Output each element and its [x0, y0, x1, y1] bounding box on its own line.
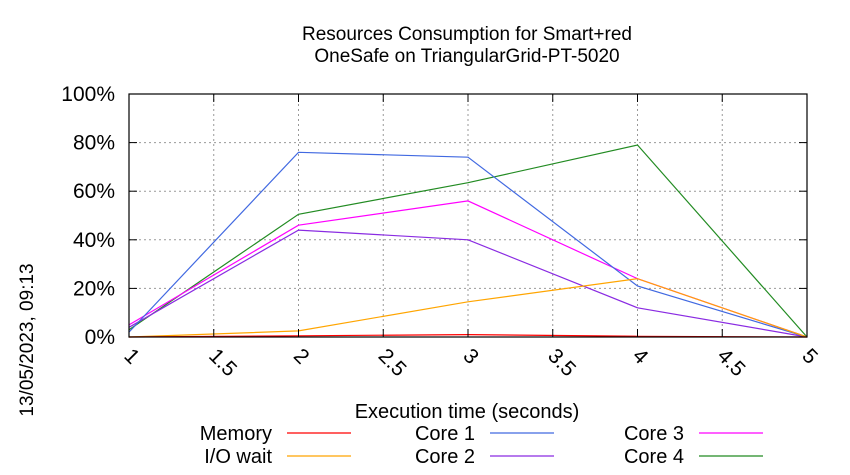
chart-grid	[129, 94, 807, 337]
y-tick-label: 60%	[73, 180, 115, 203]
chart-title-line-1: Resources Consumption for Smart+red	[302, 24, 632, 45]
legend-label-i-o-wait: I/O wait	[204, 446, 272, 468]
legend-label-core-1: Core 1	[415, 423, 475, 445]
y-axis-ticks: 0% 20% 40% 60% 80% 100%	[61, 83, 807, 349]
series-line-i-o-wait	[128, 278, 808, 338]
legend-label-memory: Memory	[200, 423, 272, 445]
y-tick-label: 0%	[85, 326, 115, 349]
x-tick-label: 3	[458, 344, 483, 369]
y-tick-label: 40%	[73, 229, 115, 252]
series-line-core-1	[128, 151, 808, 338]
timestamp-label: 13/05/2023, 09:13	[17, 263, 38, 416]
chart-series	[128, 144, 808, 338]
x-tick-label: 1.5	[204, 344, 241, 381]
y-tick-label: 100%	[61, 83, 115, 106]
legend-label-core-2: Core 2	[415, 446, 475, 468]
series-line-core-4	[128, 144, 808, 338]
x-axis-label: Execution time (seconds)	[355, 401, 580, 423]
chart-title-line-2: OneSafe on TriangularGrid-PT-5020	[314, 46, 619, 67]
x-axis-ticks: 1 1.5 2 2.5 3 3.5 4 4.5 5	[119, 94, 822, 381]
x-tick-label: 2.5	[374, 344, 411, 381]
y-tick-label: 20%	[73, 277, 115, 300]
x-tick-label: 3.5	[543, 344, 580, 381]
x-tick-label: 4	[628, 344, 653, 369]
legend-label-core-3: Core 3	[624, 423, 684, 445]
chart-title: Resources Consumption for Smart+redOneSa…	[302, 24, 632, 67]
x-tick-label: 4.5	[713, 344, 750, 381]
x-tick-label: 5	[797, 344, 822, 369]
legend-label-core-4: Core 4	[624, 446, 684, 468]
y-tick-label: 80%	[73, 132, 115, 155]
series-line-core-2	[128, 229, 808, 338]
x-tick-label: 1	[119, 344, 144, 369]
x-tick-label: 2	[289, 344, 314, 369]
